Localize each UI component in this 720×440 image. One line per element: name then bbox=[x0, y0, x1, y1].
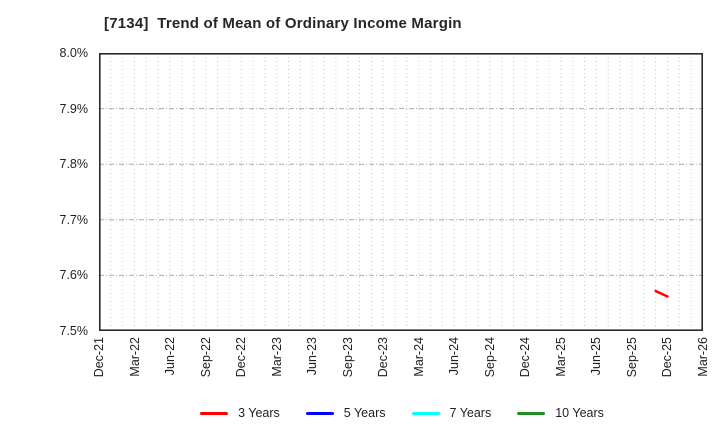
y-tick-label: 7.5% bbox=[59, 324, 89, 338]
y-tick-label: 7.8% bbox=[59, 157, 89, 172]
y-tick-label: 8.0% bbox=[59, 46, 89, 60]
legend-item-7-years: 7 Years bbox=[411, 406, 492, 420]
y-tick-label: 7.7% bbox=[59, 212, 89, 227]
legend-item-5-years: 5 Years bbox=[305, 406, 386, 420]
x-tick-label: Mar-25 bbox=[553, 337, 568, 377]
x-tick-label: Sep-22 bbox=[198, 337, 213, 378]
x-tick-label: Dec-22 bbox=[234, 337, 249, 378]
legend-line-swatch-3-years bbox=[200, 411, 229, 415]
x-tick-label: Mar-22 bbox=[127, 337, 142, 377]
x-tick-label: Dec-25 bbox=[660, 337, 675, 378]
x-tick-label: Mar-24 bbox=[411, 337, 426, 377]
x-tick-label: Sep-25 bbox=[624, 337, 639, 378]
legend: 3 Years 5 Years 7 Years 10 Years bbox=[42, 406, 720, 420]
x-tick-label: Mar-23 bbox=[269, 337, 284, 377]
y-tick-label: 7.6% bbox=[59, 268, 89, 283]
legend-item-3-years: 3 Years bbox=[200, 406, 280, 420]
x-tick-label: Dec-21 bbox=[92, 337, 106, 378]
legend-label: 7 Years bbox=[449, 406, 492, 420]
x-tick-label: Jun-24 bbox=[447, 337, 462, 376]
chart-title: [7134] Trend of Mean of Ordinary Income … bbox=[104, 15, 462, 32]
legend-line-swatch-10-years bbox=[517, 411, 546, 415]
x-tick-label: Dec-24 bbox=[518, 337, 533, 378]
legend-label: 10 Years bbox=[555, 406, 604, 420]
x-tick-label: Sep-23 bbox=[340, 337, 355, 378]
legend-line-swatch-7-years bbox=[411, 411, 440, 415]
y-tick-label: 7.9% bbox=[59, 101, 89, 116]
plot-area bbox=[99, 53, 703, 331]
x-tick-label: Sep-24 bbox=[482, 337, 497, 378]
legend-label: 5 Years bbox=[343, 406, 386, 420]
x-tick-label: Dec-23 bbox=[376, 337, 391, 378]
x-tick-label: Jun-22 bbox=[163, 337, 178, 376]
series-line-3-years bbox=[654, 289, 669, 298]
x-tick-label: Jun-25 bbox=[589, 337, 604, 376]
legend-line-swatch-5-years bbox=[305, 411, 334, 415]
x-tick-label: Jun-23 bbox=[305, 337, 320, 376]
x-tick-label: Mar-26 bbox=[696, 337, 710, 377]
legend-label: 3 Years bbox=[238, 406, 280, 420]
legend-item-10-years: 10 Years bbox=[517, 406, 604, 420]
plot-frame bbox=[99, 53, 703, 331]
